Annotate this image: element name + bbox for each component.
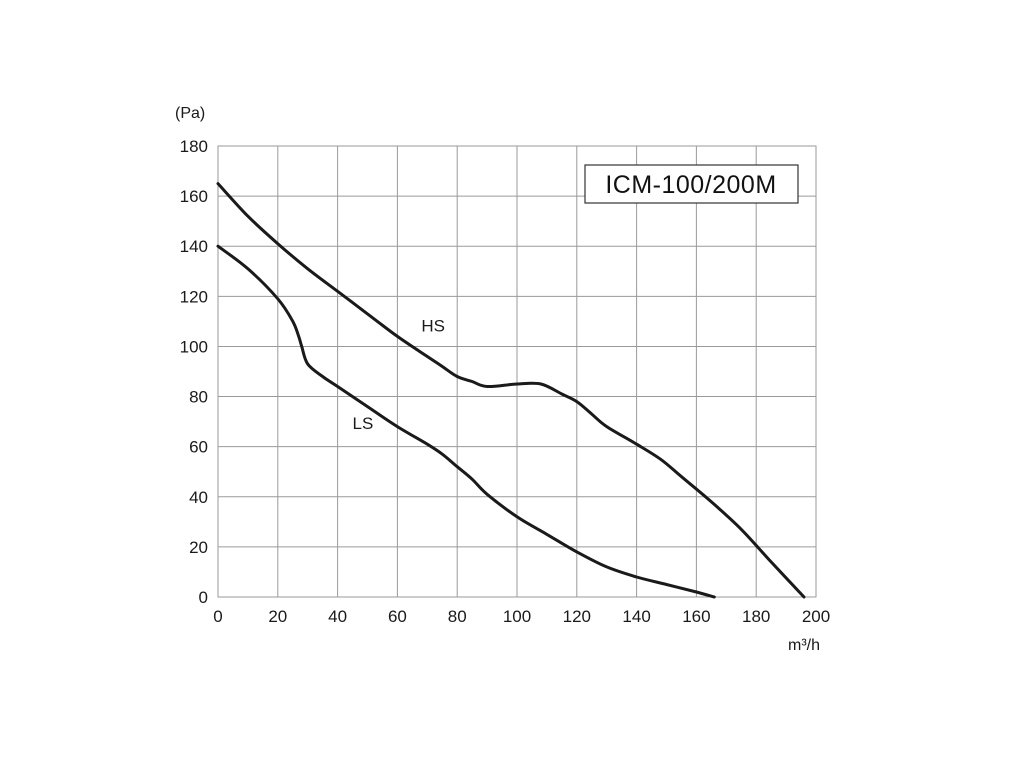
tick-labels: 0 20 40 60 80 100 120 140 160 180 200 0 20 40 60 80 100 1… [180,137,831,626]
y-tick-label: 180 [180,137,208,156]
y-tick-label: 100 [180,337,208,356]
x-tick-label: 180 [742,607,770,626]
y-tick-label: 120 [180,287,208,306]
y-tick-label: 20 [189,538,208,557]
series-label-hs: HS [421,316,445,335]
x-tick-label: 20 [268,607,287,626]
x-tick-label: 80 [448,607,467,626]
x-tick-label: 120 [563,607,591,626]
x-tick-label: 200 [802,607,830,626]
x-tick-label: 40 [328,607,347,626]
x-tick-label: 60 [388,607,407,626]
y-tick-label: 140 [180,237,208,256]
series-line-ls [216,244,716,599]
plot-frame [217,145,817,598]
grid [217,145,817,598]
series-label-ls: LS [353,414,374,433]
y-axis-label: (Pa) [175,105,205,122]
series-lines [216,182,806,599]
y-tick-label: 60 [189,438,208,457]
x-axis-label: m³/h [788,637,820,654]
chart-title-frame [584,164,799,204]
chart-title-box: ICM-100/200M [584,164,799,204]
series-labels: HS LS [353,316,445,433]
x-tick-label: 100 [503,607,531,626]
x-tick-label: 160 [682,607,710,626]
y-tick-label: 40 [189,488,208,507]
y-tick-label: 160 [180,187,208,206]
series-line-hs [216,182,806,599]
x-tick-label: 0 [213,607,222,626]
y-tick-label: 0 [199,588,208,607]
chart-title: ICM-100/200M [605,171,776,199]
y-tick-label: 80 [189,388,208,407]
x-tick-label: 140 [622,607,650,626]
